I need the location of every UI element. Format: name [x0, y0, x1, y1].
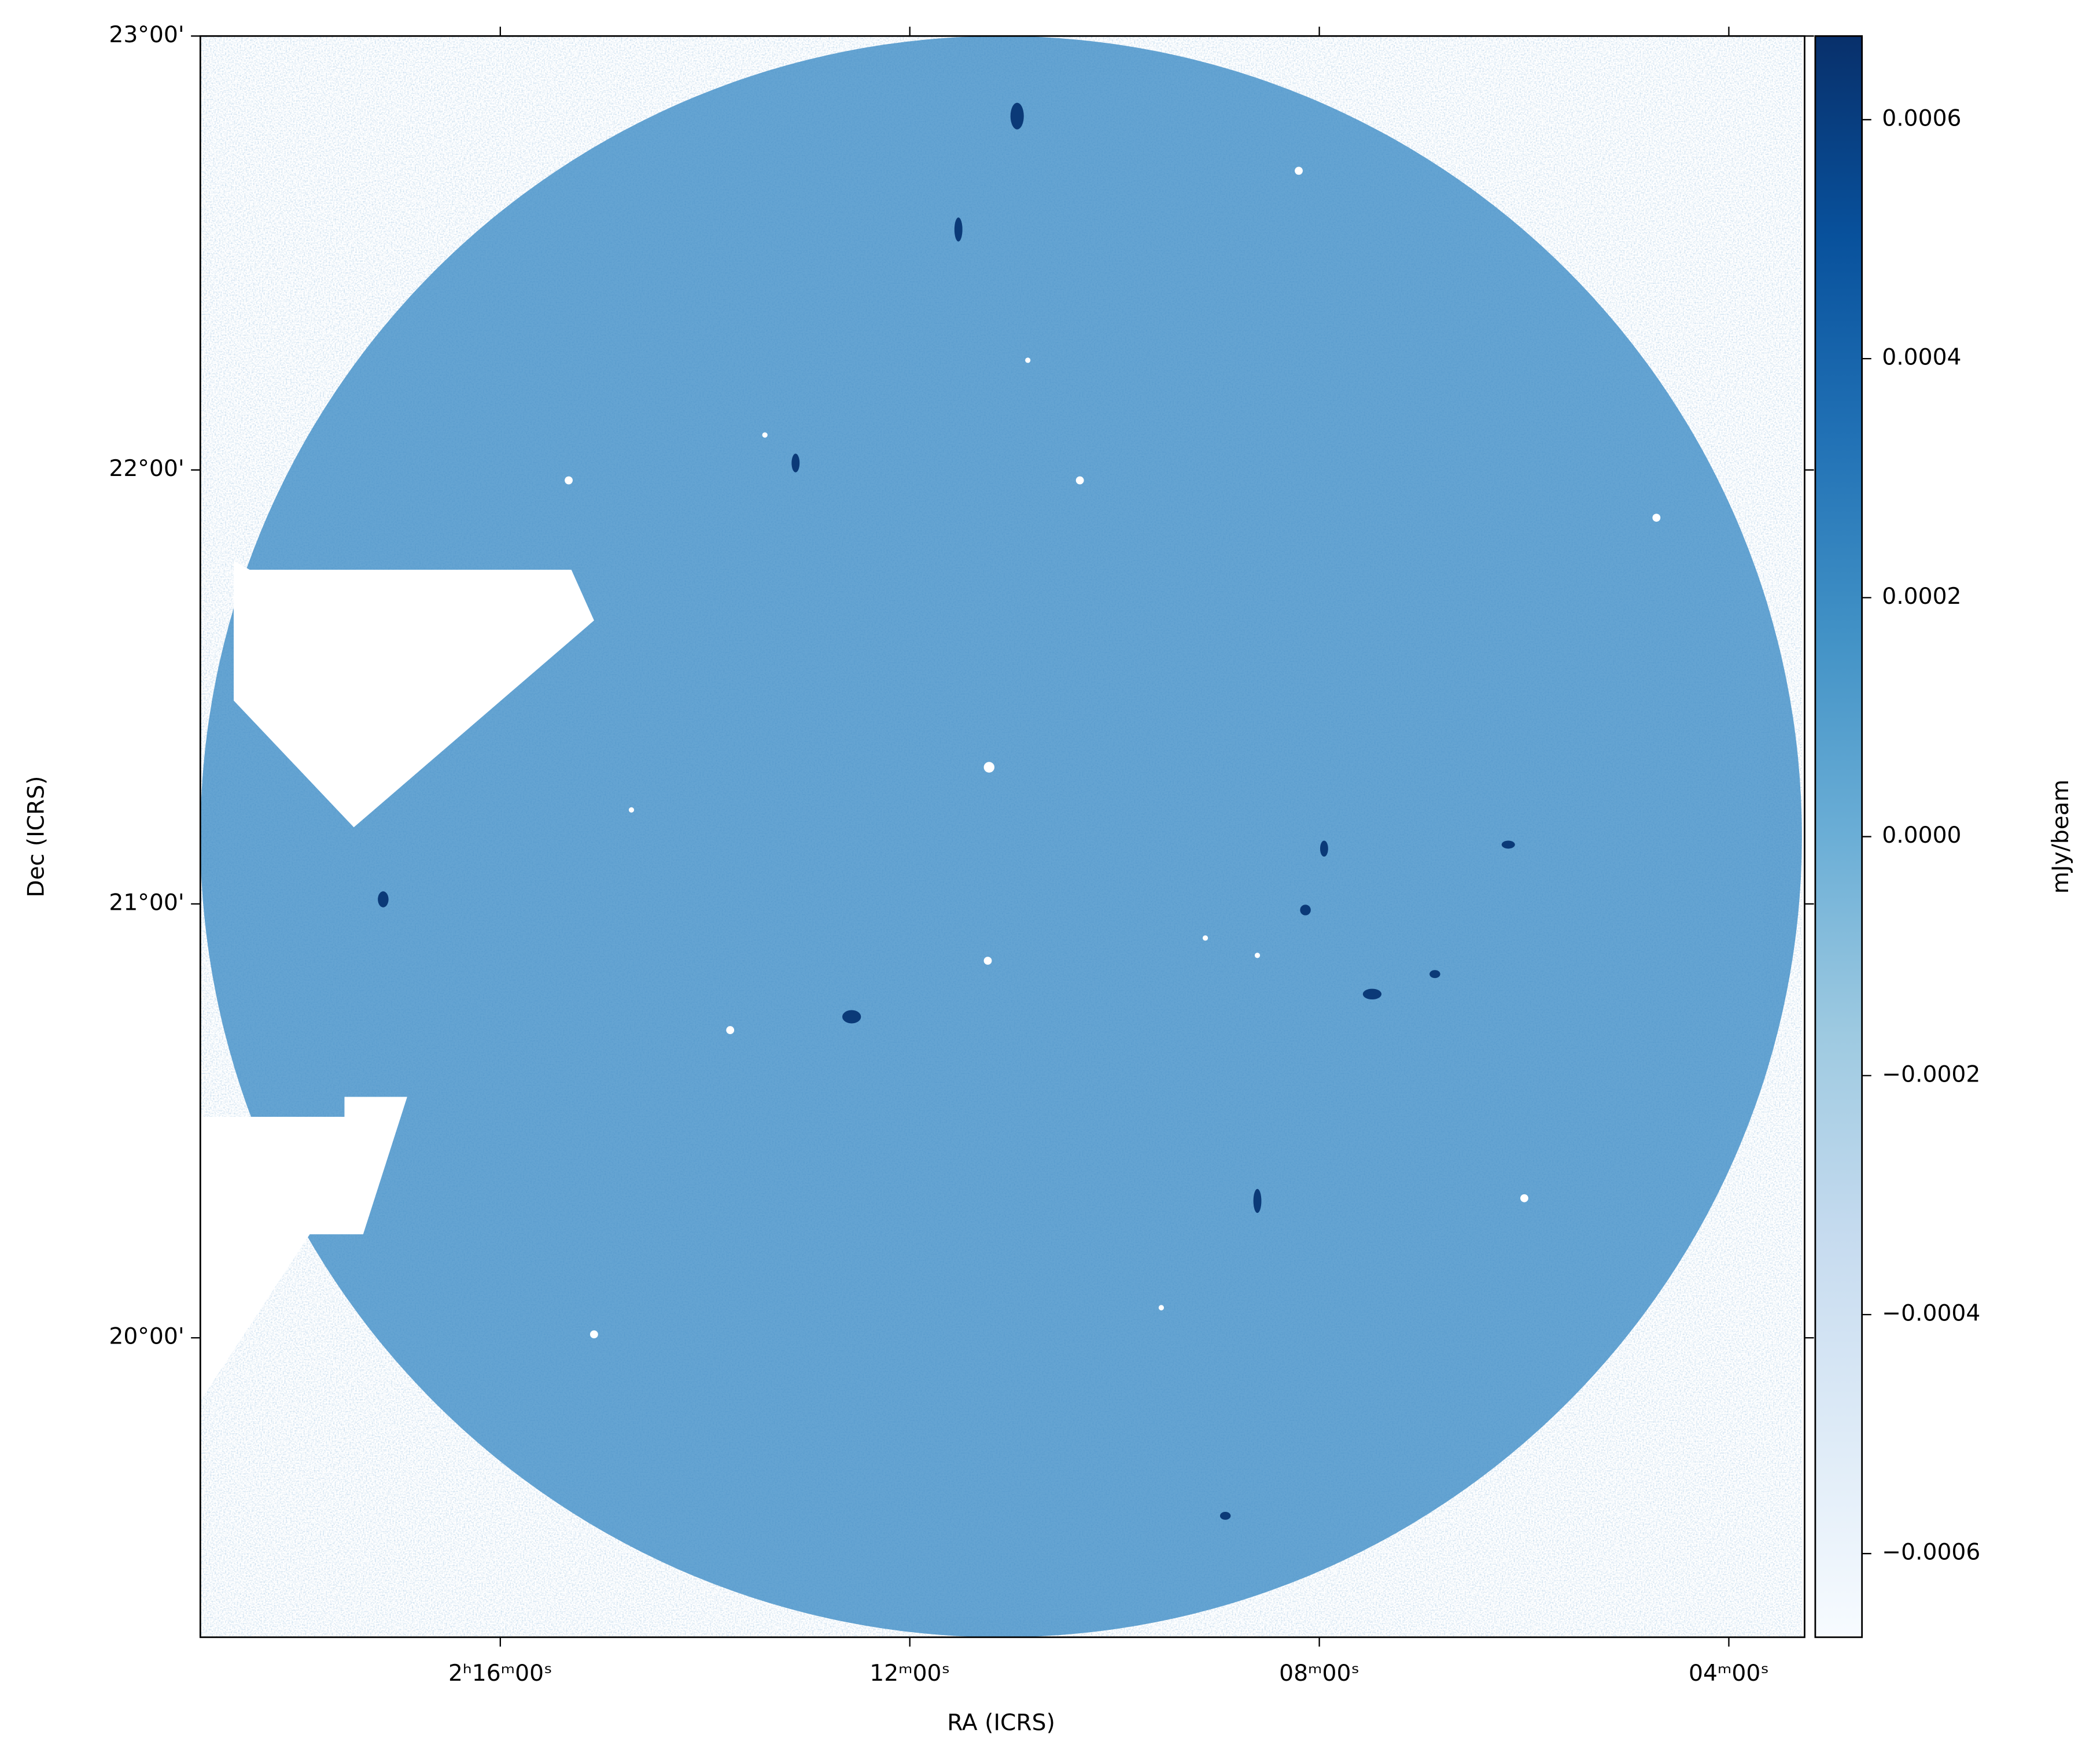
y-tick-label: 21°00': [109, 890, 184, 916]
image-gap: [200, 1097, 407, 1401]
colorbar-tick-label: 0.0000: [1882, 822, 1961, 848]
sky-image: [200, 36, 1802, 1637]
colorbar-tick-label: −0.0002: [1882, 1061, 1980, 1087]
y-tick-label: 20°00': [109, 1324, 184, 1350]
y-tick-label: 22°00': [109, 456, 184, 482]
x-tick-label: 2ʰ16ᵐ00ˢ: [448, 1660, 552, 1686]
y-axis-label: Dec (ICRS): [23, 776, 49, 898]
x-tick-label: 08ᵐ00ˢ: [1279, 1660, 1359, 1686]
y-tick-label: 23°00': [109, 22, 184, 48]
sources: [378, 102, 1515, 1520]
plot-frame: [199, 35, 1805, 1638]
bright-sources: [565, 167, 1661, 1339]
x-tick-label: 04ᵐ00ˢ: [1689, 1660, 1769, 1686]
colorbar-tick-label: −0.0004: [1882, 1300, 1980, 1326]
colorbar: [1814, 35, 1863, 1638]
colorbar-tick-label: 0.0006: [1882, 105, 1961, 131]
x-axis-label: RA (ICRS): [947, 1710, 1055, 1736]
colorbar-tick-label: −0.0006: [1882, 1540, 1980, 1566]
colorbar-tick-label: 0.0004: [1882, 345, 1961, 371]
x-tick-label: 12ᵐ00ˢ: [869, 1660, 950, 1686]
colorbar-label: mJy/beam: [2048, 780, 2074, 894]
colorbar-tick-label: 0.0002: [1882, 584, 1961, 610]
image-noise: [200, 36, 1802, 1637]
image-gap: [233, 560, 594, 828]
